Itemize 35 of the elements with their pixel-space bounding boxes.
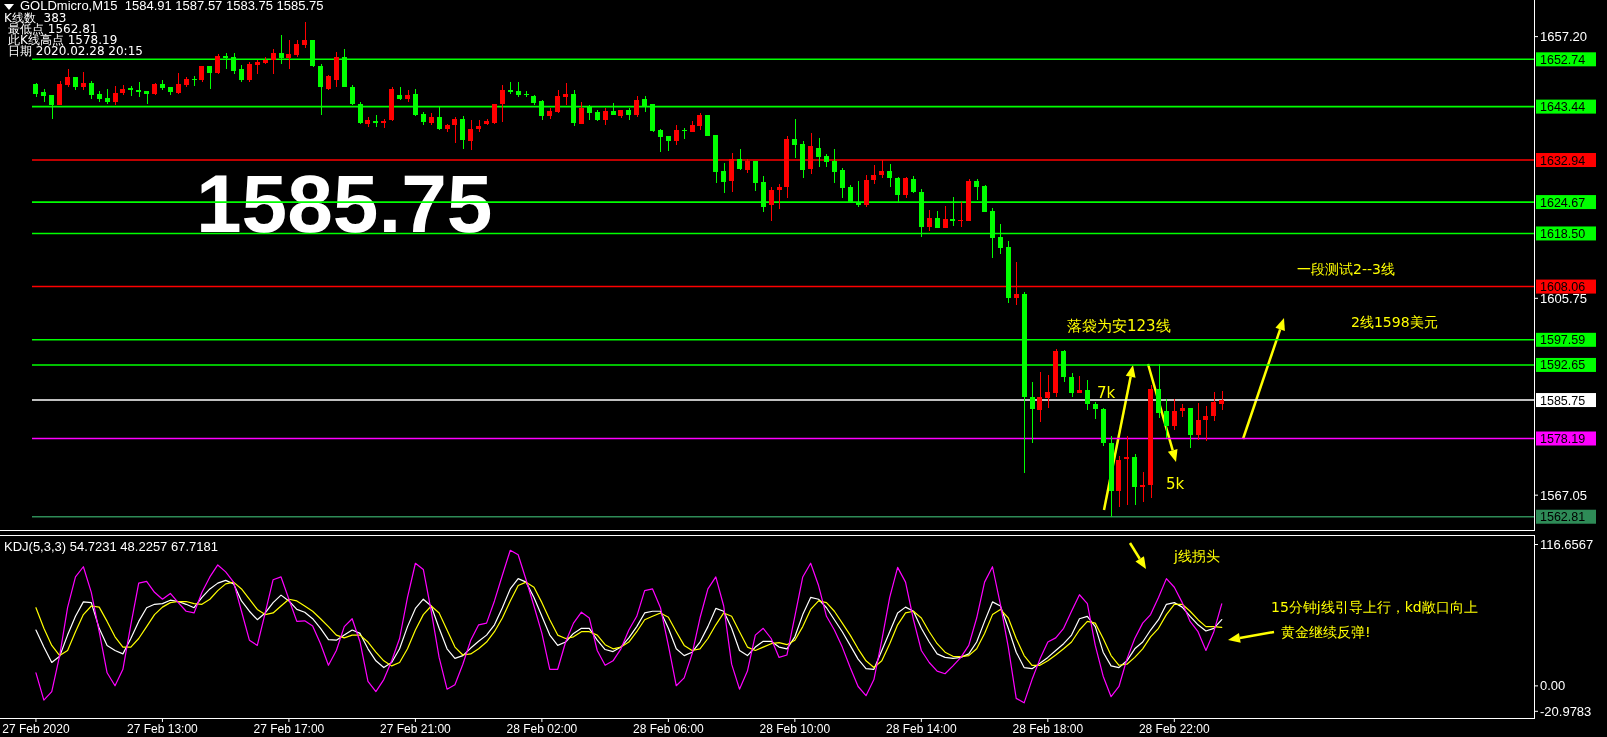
x-tick-label: 27 Feb 17:00: [253, 722, 325, 736]
ref-line-label: 1624.67: [1540, 195, 1586, 210]
y-tick-label: 0.00: [1540, 678, 1566, 694]
x-tick-label: 28 Feb 06:00: [633, 722, 705, 736]
x-tick-label: 27 Feb 2020: [2, 722, 70, 736]
annotation: 黄金继续反弹!: [1281, 624, 1371, 640]
y-tick-label: -20.9783: [1540, 703, 1592, 719]
ref-line-label: 1643.44: [1540, 100, 1586, 115]
annotation: j线拐头: [1173, 548, 1220, 564]
x-tick-label: 28 Feb 02:00: [506, 722, 578, 736]
y-tick-label: 1657.20: [1540, 29, 1587, 45]
x-tick-label: 28 Feb 18:00: [1012, 722, 1084, 736]
ref-line-label: 1618.50: [1540, 226, 1586, 241]
chart-title: GOLDmicro,M15 1584.91 1587.57 1583.75 1585.75: [20, 0, 324, 13]
x-tick-label: 27 Feb 13:00: [127, 722, 199, 736]
annotation: 5k: [1166, 475, 1185, 493]
y-tick-label: 1567.05: [1540, 487, 1587, 503]
ref-line-label: 1585.75: [1540, 393, 1586, 408]
x-tick-label: 28 Feb 14:00: [885, 722, 958, 736]
ref-line-label: 1652.74: [1540, 52, 1586, 67]
annotation: 落袋为安123线: [1067, 317, 1171, 335]
ref-line-label: 1592.65: [1540, 358, 1586, 373]
annotation: 15分钟j线引导上行，kd敞口向上: [1271, 599, 1478, 615]
ref-line-label: 1597.59: [1540, 333, 1586, 348]
ref-line-label: 1578.19: [1540, 432, 1586, 446]
annotation: 2线1598美元: [1351, 314, 1438, 330]
annotation: 7k: [1097, 384, 1116, 402]
chart-title: KDJ(5,3,3) 54.7231 48.2257 67.7181: [4, 539, 218, 554]
x-tick-label: 28 Feb 22:00: [1138, 722, 1210, 736]
x-tick-label: 27 Feb 21:00: [380, 722, 452, 736]
y-tick-label: 116.6567: [1540, 537, 1594, 553]
ref-line-label: 1632.94: [1540, 153, 1586, 168]
ref-line-label: 1562.81: [1540, 510, 1586, 525]
annotation: 一段测试2--3线: [1297, 261, 1395, 277]
x-tick-label: 28 Feb 10:00: [759, 722, 831, 736]
